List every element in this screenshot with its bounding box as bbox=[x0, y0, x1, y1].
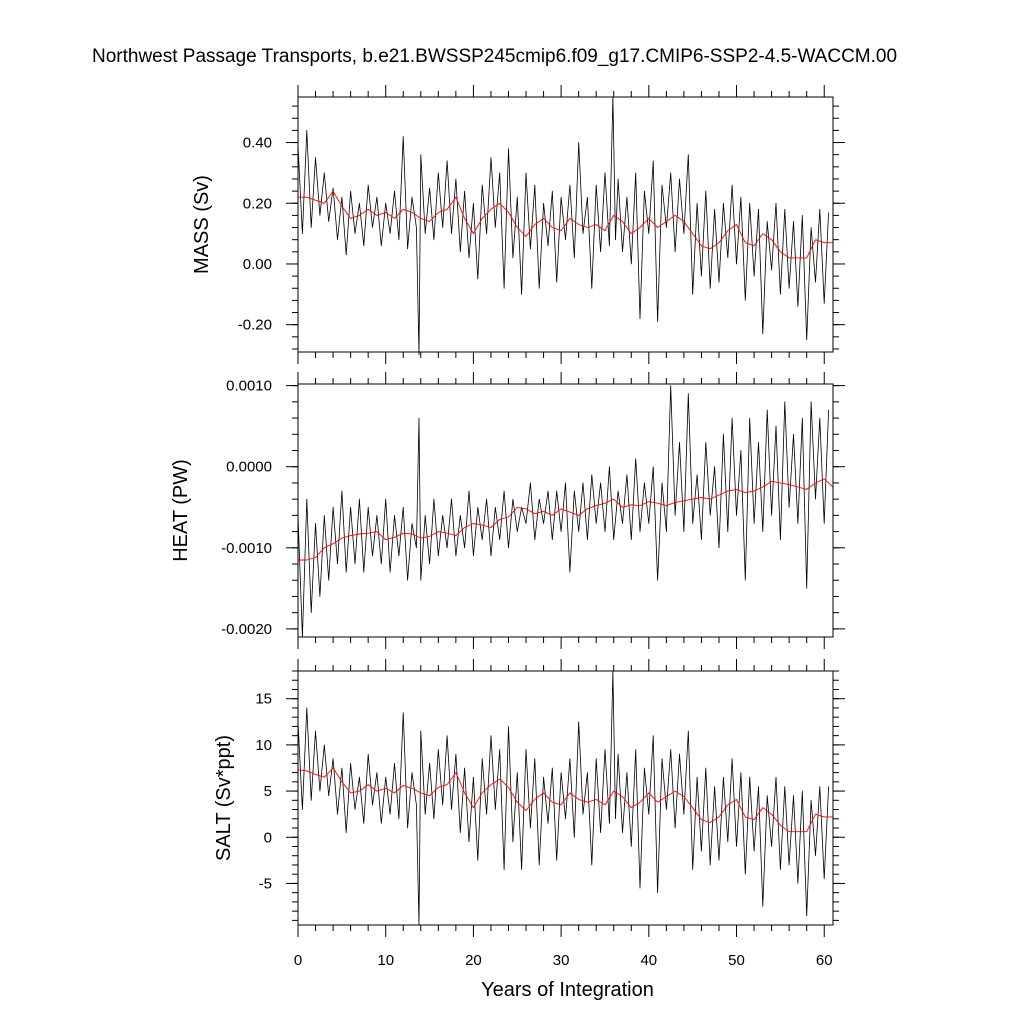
panel-1-y-tick-label: 0.00 bbox=[243, 256, 272, 273]
x-axis-label: Years of Integration bbox=[481, 979, 654, 1001]
panel-1-y-tick-label: 0.40 bbox=[243, 135, 272, 152]
panel-3-y-tick-label: 10 bbox=[255, 737, 272, 754]
panel-1-y-tick-label: 0.20 bbox=[243, 195, 272, 212]
panel-3-series-line-red bbox=[297, 767, 833, 833]
x-tick-label: 40 bbox=[640, 952, 657, 969]
x-tick-label: 20 bbox=[465, 952, 482, 969]
x-tick-label: 50 bbox=[728, 952, 745, 969]
chart-title: Northwest Passage Transports, b.e21.BWSS… bbox=[92, 46, 898, 67]
panel-3-y-tick-label: 15 bbox=[255, 691, 272, 708]
panel-3-y-tick-label: -5 bbox=[259, 875, 272, 892]
panel-2-series-line-black bbox=[297, 385, 829, 638]
panel-3-y-tick-label: 5 bbox=[264, 783, 272, 800]
panel-2-y-tick-label: 0.0010 bbox=[226, 378, 272, 395]
panel-1-series-line-black bbox=[297, 96, 829, 356]
panel-2-series-line-red bbox=[298, 478, 834, 561]
panel-2-y-axis-label: HEAT (PW) bbox=[170, 459, 192, 562]
panel-1-frame bbox=[297, 96, 834, 353]
x-tick-label: 30 bbox=[553, 952, 570, 969]
panel-3-frame bbox=[297, 670, 834, 926]
panel-1-y-axis-label: MASS (Sv) bbox=[191, 175, 213, 274]
panel-3-y-axis-label: SALT (Sv*ppt) bbox=[213, 735, 235, 861]
x-tick-label: 10 bbox=[377, 952, 394, 969]
panel-2-y-tick-label: 0.0000 bbox=[226, 459, 272, 476]
panel-2-y-tick-label: -0.0020 bbox=[221, 621, 272, 638]
panel-1-y-tick-label: -0.20 bbox=[238, 317, 272, 334]
x-tick-label: 0 bbox=[294, 952, 302, 969]
x-tick-label: 60 bbox=[816, 952, 833, 969]
panel-2-y-tick-label: -0.0010 bbox=[221, 540, 272, 557]
panel-1-series-line-red bbox=[298, 190, 833, 259]
panel-3-y-tick-label: 0 bbox=[264, 829, 272, 846]
panel-3-series-line-black bbox=[297, 670, 829, 926]
panel-2-frame bbox=[297, 383, 834, 638]
